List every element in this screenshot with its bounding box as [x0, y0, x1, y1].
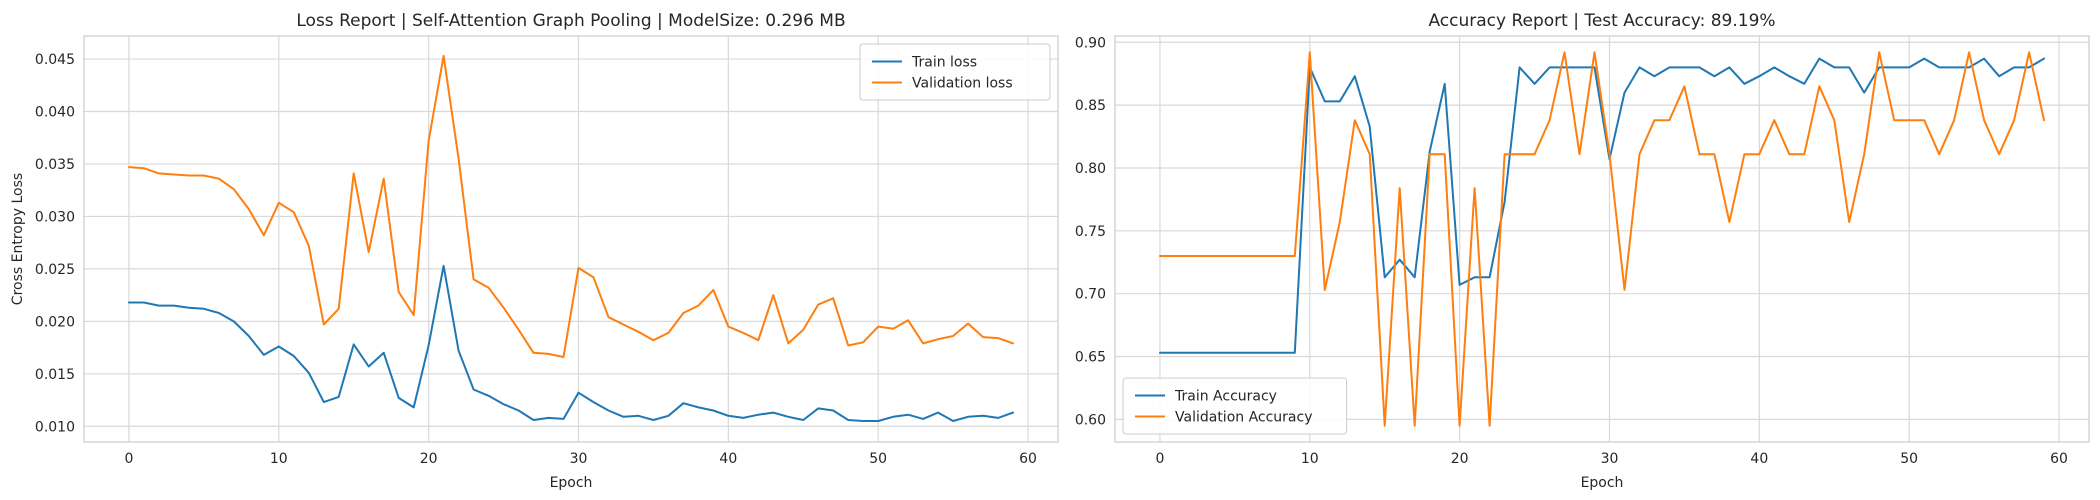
- x-tick-label: 60: [1019, 451, 1037, 467]
- chart-panel-1: 0 10 20 30 40 50 60 0.010 0.015 0.020 0.025 0.030 0.…: [10, 11, 1059, 491]
- y-axis-label: Cross Entropy Loss: [10, 173, 26, 305]
- legend-label: Train Accuracy: [1174, 389, 1277, 405]
- x-tick-label: 50: [869, 451, 887, 467]
- legend: Train loss Validation loss: [859, 43, 1051, 101]
- x-axis-label: Epoch: [550, 475, 593, 491]
- y-tick-label: 0.80: [1075, 161, 1106, 177]
- x-tick-label: 30: [570, 451, 588, 467]
- y-tick-label: 0.60: [1075, 412, 1106, 428]
- x-tick-label: 20: [420, 451, 438, 467]
- y-tick-label: 0.65: [1075, 350, 1106, 366]
- chart-title: Loss Report | Self-Attention Graph Pooli…: [296, 11, 845, 31]
- x-tick-label: 10: [1301, 451, 1319, 467]
- chart-panel-2: 0 10 20 30 40 50 60 0.60 0.65 0.70 0.75 0.80 0.85 0.9…: [1075, 11, 2090, 491]
- legend-label: Validation loss: [912, 76, 1013, 92]
- x-tick-label: 40: [719, 451, 737, 467]
- y-tick-label: 0.035: [35, 157, 75, 173]
- x-tick-label: 0: [124, 451, 133, 467]
- y-tick-label: 0.75: [1075, 224, 1106, 240]
- y-tick-label: 0.030: [35, 209, 75, 225]
- x-tick-label: 50: [1900, 451, 1918, 467]
- legend: Train Accuracy Validation Accuracy: [1122, 377, 1348, 435]
- y-tick-label: 0.015: [35, 367, 75, 383]
- y-tick-label: 0.70: [1075, 287, 1106, 303]
- x-tick-label: 30: [1601, 451, 1619, 467]
- series-line-validation: [128, 54, 1014, 358]
- x-tick-label: 40: [1750, 451, 1768, 467]
- legend-label: Validation Accuracy: [1175, 410, 1313, 426]
- y-tick-label: 0.010: [35, 419, 75, 435]
- legend-box: [859, 43, 1051, 101]
- series-line-train: [128, 264, 1014, 422]
- x-tick-label: 0: [1155, 451, 1164, 467]
- x-tick-label: 20: [1451, 451, 1469, 467]
- y-tick-label: 0.85: [1075, 98, 1106, 114]
- y-tick-label: 0.90: [1075, 35, 1106, 51]
- series-line-train: [1159, 57, 2045, 354]
- series-line-validation: [1159, 51, 2045, 427]
- y-tick-label: 0.020: [35, 314, 75, 330]
- x-axis-label: Epoch: [1581, 475, 1624, 491]
- y-tick-label: 0.025: [35, 262, 75, 278]
- legend-box: [1122, 377, 1348, 435]
- chart-title: Accuracy Report | Test Accuracy: 89.19%: [1428, 11, 1775, 31]
- y-tick-label: 0.040: [35, 105, 75, 121]
- x-tick-label: 60: [2050, 451, 2068, 467]
- plot-frame: [83, 35, 1059, 443]
- plot-frame: [1114, 35, 2090, 443]
- legend-label: Train loss: [911, 55, 977, 71]
- y-tick-label: 0.045: [35, 52, 75, 68]
- x-tick-label: 10: [270, 451, 288, 467]
